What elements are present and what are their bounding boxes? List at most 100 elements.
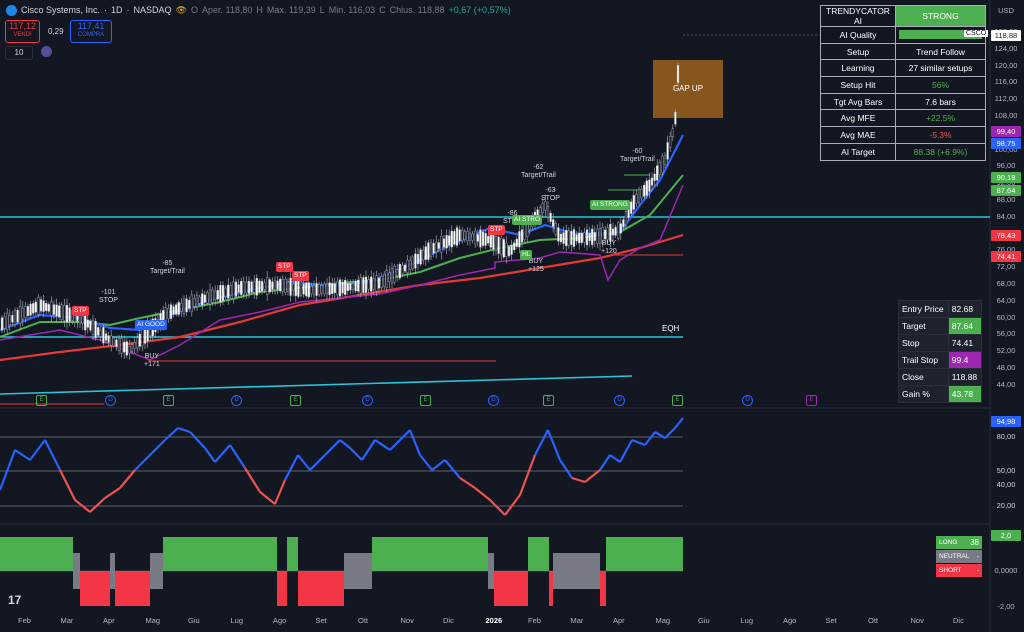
candle-body [406,259,409,274]
sell-button[interactable]: 117,12 VENDI [5,20,40,43]
candle-body [401,265,404,274]
candle-body [500,238,503,256]
rsi-segment [149,439,166,456]
ai-table-title: TRENDYCATOR AI [820,5,896,27]
candle-body [388,272,391,283]
symbol-name[interactable]: Cisco Systems, Inc. [21,5,101,15]
candle-body [325,283,329,294]
rsi-segment [419,454,433,471]
blue-ma-tag: 98,75 [991,138,1021,149]
candle-body [84,313,87,331]
candle-body [65,305,69,323]
candle-body [357,279,360,292]
candle-body [640,188,643,198]
buy-button[interactable]: 117,41 COMPRA [70,20,112,43]
ai-target-label: AI Target [820,142,896,161]
candle-body [479,229,482,248]
earnings-marker[interactable]: E [163,395,174,406]
timeframe[interactable]: 1D [111,5,123,15]
candle-body [216,290,219,300]
dividend-marker[interactable]: D [488,395,499,406]
open-value: Aper. 118,80 [202,5,253,15]
candle-body [398,263,401,279]
candle-body [45,302,48,312]
earnings-marker[interactable]: E [36,395,47,406]
candle-body [21,307,24,320]
candle-body [515,238,518,247]
annotation-stop-3: -63 STOP [541,187,560,202]
candle-body [502,239,505,258]
candle-body [570,230,573,246]
candle-body [588,233,591,242]
avg-mae-label: Avg MAE [820,126,896,144]
candle-body [435,241,438,252]
candle-body [572,229,576,247]
stp-badge-3: STP [292,271,309,281]
candle-body [68,307,71,322]
price-axis-label: 96,00 [996,161,1016,171]
close-label: C [379,5,386,15]
annotation-buy-1: BUY +171 [144,353,160,368]
candle-body [3,316,6,329]
candle-body [453,231,456,245]
earnings-marker[interactable]: E [543,395,554,406]
histogram-bar [277,571,287,606]
candle-body [24,306,27,319]
candle-body [39,299,43,312]
candle-body [624,211,628,225]
month-label: 2026 [485,616,503,625]
dividend-marker[interactable]: D [614,395,625,406]
ai-good-badge: AI GOOD [135,320,167,330]
candle-body [232,281,235,299]
symbol-header: Cisco Systems, Inc. · 1D · NASDAQ 👁 O Aper… [0,0,996,20]
lot-input[interactable]: 10 [5,46,33,60]
candle-body [614,227,617,236]
earnings-marker[interactable]: E [420,395,431,406]
candle-body [637,189,641,203]
candle-body [403,264,407,272]
dividend-marker[interactable]: D [231,395,242,406]
trail-stop-label: Trail Stop [898,351,949,369]
eye-icon[interactable]: 👁 [175,4,187,15]
learning-value: 27 similar setups [895,59,986,78]
candle-body [42,300,45,312]
rsi-segment [644,431,656,446]
rsi-segment [609,454,621,463]
earnings-marker[interactable]: E [806,395,817,406]
candle-body [37,297,40,315]
earnings-marker[interactable]: E [672,395,683,406]
candle-body [331,283,334,294]
month-label: Mar [570,616,584,625]
price-axis-label: 64,00 [996,295,1016,305]
month-label: Set [825,616,837,625]
candle-body [294,279,297,296]
dividend-marker[interactable]: D [105,395,116,406]
candle-body [364,276,368,293]
short-count: - [976,567,979,574]
candle-body [16,310,19,323]
earnings-marker[interactable]: E [290,395,301,406]
stop-value: 74.41 [947,334,983,352]
close-value-cell: 118.88 [947,368,983,386]
rsi-segment [399,429,411,441]
rsi-segment [534,429,549,456]
candle-body [643,184,646,197]
rsi-segment [546,429,562,461]
dividend-marker[interactable]: D [742,395,753,406]
candle-body [130,344,134,352]
rsi-segment [324,439,341,456]
rsi-segment [259,491,276,505]
candle-body [596,228,599,244]
sync-icon[interactable] [41,46,52,57]
candle-body [650,177,654,186]
trade-info-table: Entry Price 82.68 Target 87.64 Stop 74.41 T… [898,300,983,403]
neutral-legend: NEUTRAL - [936,550,982,563]
candle-body [58,305,61,318]
candle-body [380,276,383,288]
currency-label[interactable]: USD [998,6,1014,15]
candle-body [198,296,201,304]
histogram-bar [372,537,488,571]
dividend-marker[interactable]: D [362,395,373,406]
neutral-count: - [976,553,979,560]
red-ma-tag: 78,43 [991,230,1021,241]
